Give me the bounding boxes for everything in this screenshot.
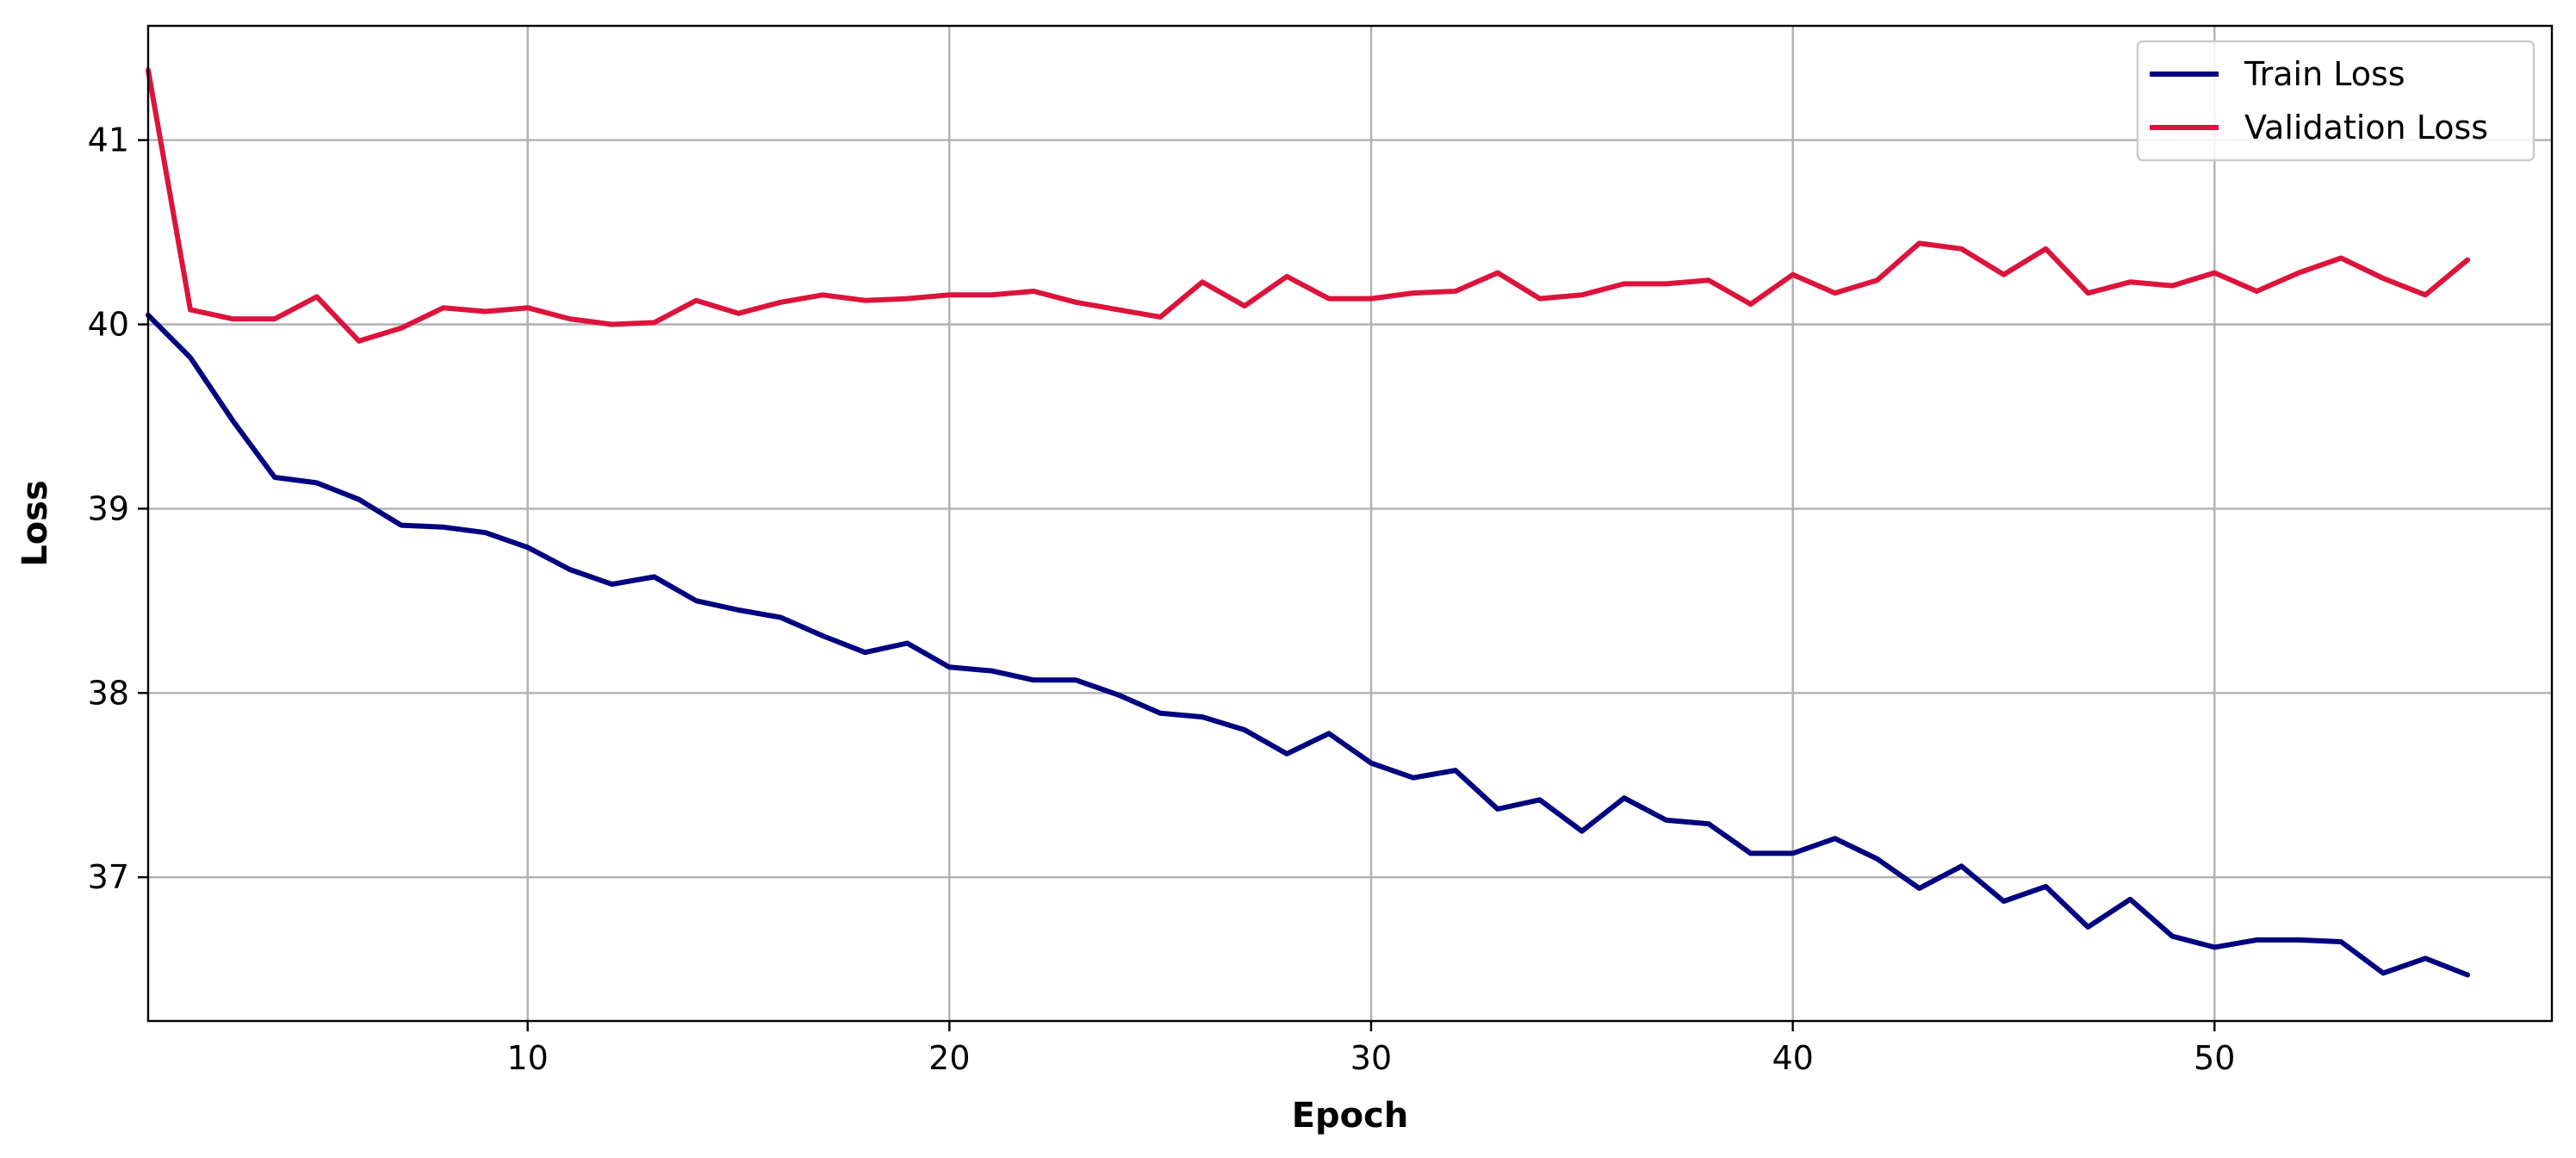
x-tick-label: 20 xyxy=(928,1039,970,1077)
x-tick-label: 40 xyxy=(1772,1039,1813,1077)
legend-label: Train Loss xyxy=(2244,55,2405,93)
series-layer xyxy=(146,67,2471,978)
y-axis-title: Loss xyxy=(16,480,55,567)
plot-frame xyxy=(146,24,2554,1023)
x-axis-title: Epoch xyxy=(1292,1096,1409,1136)
series-line-validation-loss xyxy=(146,67,2471,344)
series-line-train-loss xyxy=(146,312,2471,978)
y-tick-label: 41 xyxy=(88,121,129,159)
legend: Train Loss Validation Loss xyxy=(2136,40,2536,162)
y-tick-label: 40 xyxy=(88,306,129,344)
y-tick-label: 38 xyxy=(88,674,129,712)
y-tick-label: 39 xyxy=(88,489,129,527)
x-tick-label: 10 xyxy=(507,1039,549,1077)
y-tick-label: 37 xyxy=(88,858,129,896)
tick-layer: 10 20 30 40 50 37 38 39 40 41 xyxy=(88,121,2236,1077)
x-tick-label: 50 xyxy=(2194,1039,2235,1077)
legend-box xyxy=(2136,40,2536,162)
legend-label: Validation Loss xyxy=(2244,109,2488,146)
x-tick-label: 30 xyxy=(1350,1039,1392,1077)
